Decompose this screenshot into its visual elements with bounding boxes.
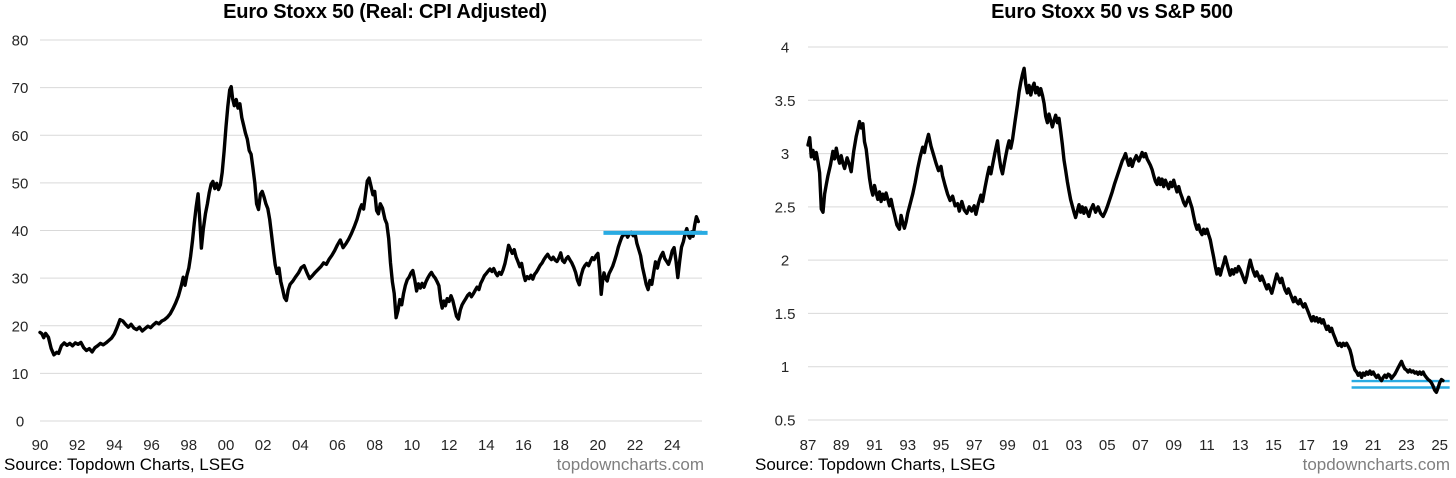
x-tick-label: 97 xyxy=(966,437,983,454)
x-tick-label: 23 xyxy=(1398,437,1415,454)
x-tick-label: 15 xyxy=(1265,437,1282,454)
page-title: Euro Stoxx 50 vs S&P 500 xyxy=(991,1,1233,23)
source-note: Source: Topdown Charts, LSEG xyxy=(4,455,245,474)
x-tick-label: 25 xyxy=(1431,437,1448,454)
x-tick-label: 89 xyxy=(833,437,850,454)
x-tick-label: 92 xyxy=(69,437,86,454)
price-line xyxy=(806,66,1445,394)
x-tick-label: 08 xyxy=(366,437,383,454)
y-tick-label: 40 xyxy=(12,223,29,240)
x-tick-label: 19 xyxy=(1332,437,1349,454)
y-tick-label: 4 xyxy=(781,40,789,57)
y-tick-label: 30 xyxy=(12,271,29,288)
y-tick-label: 50 xyxy=(12,175,29,192)
x-tick-label: 10 xyxy=(404,437,421,454)
x-tick-label: 96 xyxy=(143,437,160,454)
x-tick-label: 99 xyxy=(999,437,1016,454)
y-tick-label: 2 xyxy=(781,253,789,270)
y-tick-label: 1 xyxy=(781,359,789,376)
x-tick-label: 18 xyxy=(552,437,569,454)
y-tick-label: 80 xyxy=(12,33,29,50)
x-tick-label: 12 xyxy=(441,437,458,454)
x-tick-label: 04 xyxy=(292,437,309,454)
x-tick-label: 90 xyxy=(32,437,49,454)
x-tick-label: 16 xyxy=(515,437,532,454)
x-tick-label: 13 xyxy=(1232,437,1249,454)
x-tick-label: 03 xyxy=(1066,437,1083,454)
x-tick-label: 06 xyxy=(329,437,346,454)
y-tick-label: 10 xyxy=(12,366,29,383)
x-tick-label: 01 xyxy=(1032,437,1049,454)
watermark: topdowncharts.com xyxy=(556,455,704,474)
left-chart-panel: Euro Stoxx 50 (Real: CPI Adjusted) 80 70 6… xyxy=(4,1,708,475)
x-tick-label: 94 xyxy=(106,437,123,454)
y-tick-label: 0.5 xyxy=(775,413,796,430)
watermark: topdowncharts.com xyxy=(1302,455,1450,474)
left-chart-footer: Source: Topdown Charts, LSEG topdownchar… xyxy=(4,455,704,475)
x-tick-label: 24 xyxy=(664,437,681,454)
line-chart-euro-stoxx-real: 80 70 60 50 40 30 20 10 0 90 92 94 96 98 00 02 04 06 08 10 1… xyxy=(12,33,708,454)
x-tick-label: 17 xyxy=(1298,437,1315,454)
x-tick-label: 11 xyxy=(1199,437,1215,454)
x-tick-label: 14 xyxy=(478,437,495,454)
source-note: Source: Topdown Charts, LSEG xyxy=(755,455,996,474)
x-tick-label: 95 xyxy=(933,437,950,454)
line-chart-euro-stoxx-vs-sp500: 4 3.5 3 2.5 2 1.5 1 0.587 89 91 93 95 97 99 01 03 05 07 09… xyxy=(775,40,1450,454)
x-tick-label: 07 xyxy=(1132,437,1149,454)
y-tick-label: 1.5 xyxy=(775,306,796,323)
y-tick-label: 60 xyxy=(12,128,29,145)
x-tick-label: 93 xyxy=(899,437,916,454)
y-tick-label: 70 xyxy=(12,80,29,97)
y-tick-label: 2.5 xyxy=(775,199,796,216)
y-tick-label: 3.5 xyxy=(775,93,796,110)
right-chart-footer: Source: Topdown Charts, LSEG topdownchar… xyxy=(755,455,1450,475)
x-tick-label: 02 xyxy=(255,437,272,454)
x-tick-label: 05 xyxy=(1099,437,1116,454)
right-chart-panel: Euro Stoxx 50 vs S&P 500 4 3.5 3 2.5 2 1.5 1 0.… xyxy=(728,0,1456,478)
price-line xyxy=(38,85,700,357)
x-tick-label: 20 xyxy=(590,437,607,454)
x-tick-label: 87 xyxy=(800,437,817,454)
y-tick-label: 0 xyxy=(16,414,24,431)
x-tick-label: 22 xyxy=(627,437,644,454)
y-tick-label: 3 xyxy=(781,146,789,163)
x-tick-label: 91 xyxy=(866,437,883,454)
page-title: Euro Stoxx 50 (Real: CPI Adjusted) xyxy=(223,1,547,23)
x-tick-label: 21 xyxy=(1365,437,1382,454)
x-tick-label: 09 xyxy=(1165,437,1182,454)
x-tick-label: 00 xyxy=(218,437,235,454)
x-tick-label: 98 xyxy=(180,437,197,454)
y-tick-label: 20 xyxy=(12,318,29,335)
